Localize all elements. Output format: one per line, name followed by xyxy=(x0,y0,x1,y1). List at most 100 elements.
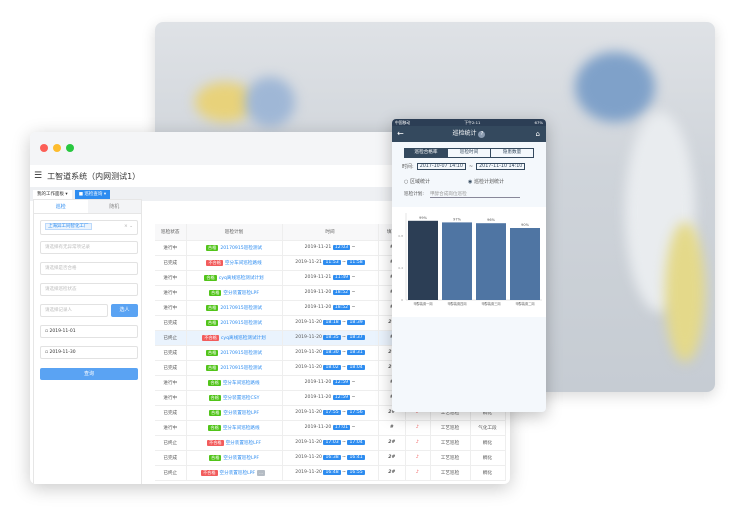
close-button[interactable] xyxy=(40,144,48,152)
edit-icon[interactable]: ♪ xyxy=(405,435,431,451)
home-icon[interactable]: ⌂ xyxy=(535,130,540,138)
plan-cell: 不合格 空分车间巡检路线 xyxy=(186,255,283,271)
status-cell: 进行中 xyxy=(155,270,187,286)
plan-link[interactable]: cyq离线巡检测试计划 xyxy=(220,335,266,341)
status-cell: 已完成 xyxy=(155,255,187,271)
plan-link[interactable]: 空分车间巡检路线 xyxy=(222,425,260,431)
bar xyxy=(442,222,472,300)
tab-inspection[interactable]: 巡检 xyxy=(55,204,66,210)
radio-area-stat[interactable]: ○ 区域统计 xyxy=(404,179,430,185)
end-time: 18:04 xyxy=(347,365,365,370)
x-tick-label: 甲醇装置一岗 xyxy=(413,301,432,306)
qualified-select[interactable]: 请选择是否合格 xyxy=(40,262,138,275)
more-badge: ... xyxy=(257,469,266,476)
bar xyxy=(408,220,438,300)
plan-link[interactable]: 空分装置巡检LPF xyxy=(223,410,259,416)
minimize-button[interactable] xyxy=(53,144,61,152)
date: 2019-11-20 xyxy=(304,395,332,400)
edit-icon[interactable]: ♪ xyxy=(405,450,431,466)
tab-hazard-count[interactable]: 隐患数量 xyxy=(490,149,533,157)
end-date-input[interactable]: ▫ 2019-11-30 xyxy=(40,346,138,359)
plan-link[interactable]: 空分车间巡检路线 xyxy=(224,260,262,266)
plan-link[interactable]: 20170915巡检测试 xyxy=(220,365,263,371)
table-row[interactable]: 已终止 不合格 空分装置巡检LPF... 2019-11-20 16:48 ~ 1… xyxy=(155,465,506,481)
plan-link[interactable]: 空分装置巡检LPF xyxy=(219,470,256,476)
date: 2019-11-20 xyxy=(295,365,322,370)
status-cell: 已完成 xyxy=(155,450,187,466)
plan-link[interactable]: 20170915巡检测试 xyxy=(220,350,263,356)
date: 2019-11-20 xyxy=(304,305,332,310)
carrier: 中国移动 xyxy=(395,120,411,125)
table-row[interactable]: 已终止 不合格 空分装置巡检LFF 2019-11-20 17:03 ~ 17:0… xyxy=(155,435,506,451)
plan-cell: 合格 空分装置巡检LPF xyxy=(186,450,283,466)
plan-link[interactable]: 空分装置巡检CSY xyxy=(222,395,260,401)
abnormal-select[interactable]: 请选择有无异常项记录 xyxy=(40,241,138,254)
plan-link[interactable]: 空分装置巡检LPF xyxy=(223,455,259,461)
help-icon[interactable]: ? xyxy=(478,131,486,138)
section-cell: 气化工段 xyxy=(470,420,506,436)
time-cell: 2019-11-20 18:18 ~ 18:39 xyxy=(282,315,379,331)
time-cell: 2019-11-20 12:59 ~ xyxy=(282,375,379,391)
tab-pass-rate[interactable]: 巡检合格率 xyxy=(405,149,447,157)
time-label: 时间: xyxy=(402,164,414,170)
plan-input[interactable]: 甲醇合成岗位巡检 xyxy=(429,191,520,198)
end-date: 2019-11-30 xyxy=(49,350,76,355)
tab-random[interactable]: 随机 xyxy=(87,200,141,213)
plan-link[interactable]: 空分装置巡检LFF xyxy=(225,440,261,446)
tab-dashboard[interactable]: 我的工作面板 ▾ xyxy=(33,189,72,199)
radio-plan-stat[interactable]: ◉ 巡检计划统计 xyxy=(467,179,504,185)
start-time: 18:52 xyxy=(332,305,351,310)
status-cell: 已终止 xyxy=(155,435,187,451)
bar xyxy=(510,228,540,300)
date: 2019-11-20 xyxy=(295,320,322,325)
query-button[interactable]: 查询 xyxy=(40,368,138,380)
status-select[interactable]: 请选择巡检状态 xyxy=(40,283,138,296)
start-date-input[interactable]: ▫ 2019-11-01 xyxy=(40,325,138,338)
table-row[interactable]: 进行中 合格 空分车间巡检路线 2019-11-20 17:01 ~ # ♪ 工艺… xyxy=(155,420,506,436)
plan-link[interactable]: 20170915巡检测试 xyxy=(220,305,263,311)
start-time-input[interactable]: 2017-10-07 14:10 xyxy=(416,163,466,170)
plan-link[interactable]: 20170915巡检测试 xyxy=(220,320,263,326)
table-row[interactable]: 已完成 合格 20170915巡检测试 2019-11-20 18:18 ~ 18… xyxy=(155,315,506,331)
calendar-icon: ▫ xyxy=(45,329,50,334)
result-badge: 合格 xyxy=(208,394,221,401)
plan-link[interactable]: 20170915巡检测试 xyxy=(220,245,263,251)
time-cell: 2019-11-20 12:59 ~ xyxy=(282,390,379,406)
status-cell: 已完成 xyxy=(155,345,187,361)
date: 2019-11-20 xyxy=(295,470,322,475)
clear-icon[interactable]: × ⌄ xyxy=(124,224,133,229)
start-time: 17:03 xyxy=(323,440,341,445)
recorder-input[interactable]: 请选择记录人 xyxy=(40,304,108,317)
time-cell: 2019-11-20 17:03 ~ 17:04 xyxy=(282,435,379,451)
date: 2019-11-20 xyxy=(304,290,332,295)
status-cell: 已完成 xyxy=(155,360,187,376)
plan-link[interactable]: cyq离线巡检测试计划 xyxy=(218,275,264,281)
time-cell: 2019-11-20 18:52 ~ xyxy=(282,285,379,301)
status-cell: 进行中 xyxy=(155,240,187,256)
plan-cell: 合格 空分车间巡检路线 xyxy=(186,375,283,391)
menu-icon[interactable]: ☰ xyxy=(34,171,43,181)
select-person-button[interactable]: 选人 xyxy=(111,304,138,317)
table-row[interactable]: 已完成 合格 空分装置巡检LPF 2019-11-20 16:38 ~ 16:41… xyxy=(155,450,506,466)
edit-icon[interactable]: ♪ xyxy=(405,465,431,481)
back-arrow-icon[interactable]: ← xyxy=(397,129,404,138)
start-time: 11:53 xyxy=(323,260,341,265)
radio-label: 区域统计 xyxy=(409,179,430,185)
factory-select[interactable]: 上海异工同智化工厂 × ⌄ xyxy=(40,220,138,235)
tab-inspection-query[interactable]: ■ 巡检查询 ▾ xyxy=(74,189,111,199)
plan-link[interactable]: 空分装置巡检LPF xyxy=(223,290,259,296)
col-status: 巡检状态 xyxy=(155,224,187,241)
plan-cell: 合格 20170915巡检测试 xyxy=(186,315,283,331)
plan-link[interactable]: 空分车间巡检路线 xyxy=(222,380,260,386)
stat-tabs: 巡检合格率 巡检时间 隐患数量 xyxy=(404,148,534,158)
status-cell: 进行中 xyxy=(155,285,187,301)
fill-cell: 2# xyxy=(378,465,406,481)
edit-icon[interactable]: ♪ xyxy=(405,420,431,436)
tab-inspection-time[interactable]: 巡检时间 xyxy=(447,149,490,157)
maximize-button[interactable] xyxy=(66,144,74,152)
type-cell: 工艺巡检 xyxy=(430,465,471,481)
screen-title: 巡检统计 xyxy=(452,130,477,137)
end-time-input[interactable]: 2017-11-10 14:10 xyxy=(476,163,526,170)
date: 2019-11-20 xyxy=(295,440,322,445)
result-badge: 合格 xyxy=(205,319,219,326)
